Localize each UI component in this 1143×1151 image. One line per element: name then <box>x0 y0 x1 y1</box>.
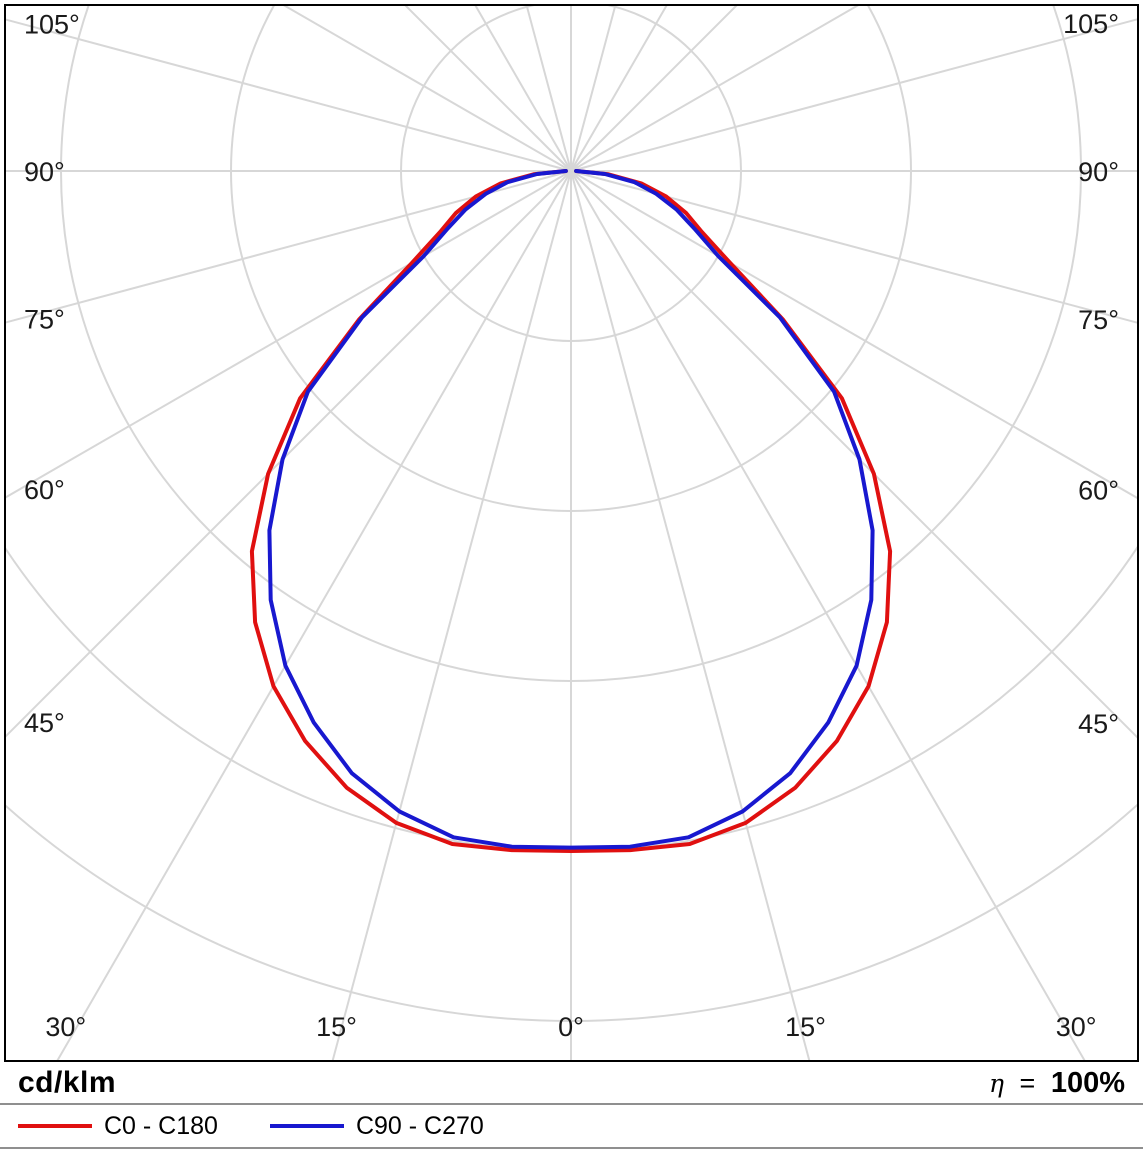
separator-line <box>0 1147 1143 1149</box>
angle-label: 90° <box>24 157 65 187</box>
angle-label: 90° <box>1078 157 1119 187</box>
grid-spoke <box>570 6 668 172</box>
angle-label: 60° <box>1078 476 1119 506</box>
footer: cd/klm η = 100% C0 - C180 C90 - C270 <box>0 1064 1143 1151</box>
legend-swatch <box>18 1124 92 1128</box>
angle-label: 75° <box>1078 305 1119 335</box>
legend-item: C0 - C180 <box>18 1112 218 1141</box>
grid-spoke <box>6 170 572 738</box>
grid-spoke <box>570 170 1137 739</box>
angle-label: 30° <box>1056 1012 1097 1042</box>
polar-chart-frame: 0° 15° 15° 30° 30° 45° 45° 60° 60° 75° 75° 90° 90° 10… <box>4 4 1139 1062</box>
grid-spoke <box>331 170 572 1060</box>
grid-spoke <box>570 6 738 172</box>
grid-spoke <box>283 6 572 172</box>
angle-label: 15° <box>785 1012 826 1042</box>
angle-label: 105° <box>1063 9 1119 39</box>
grid-spoke <box>570 170 1137 324</box>
legend-label: C0 - C180 <box>104 1111 218 1140</box>
legend-item: C90 - C270 <box>269 1111 484 1141</box>
angle-label: 45° <box>1078 709 1119 739</box>
grid-spoke <box>570 170 1086 1060</box>
angle-label: 45° <box>24 708 65 738</box>
curve-c90-c270 <box>267 169 875 850</box>
angle-label: 105° <box>24 9 80 39</box>
grid-spoke <box>570 18 1137 172</box>
angle-label: 30° <box>45 1012 86 1042</box>
legend-swatch <box>269 1124 344 1128</box>
units-label: cd/klm <box>18 1066 117 1099</box>
angle-label: 60° <box>24 475 65 505</box>
polar-chart-svg: 0° 15° 15° 30° 30° 45° 45° 60° 60° 75° 75° 90° 90° 10… <box>6 6 1137 1060</box>
footer-row: cd/klm η = 100% <box>0 1064 1143 1101</box>
grid-spoke <box>404 6 572 172</box>
grid-spoke <box>570 6 859 172</box>
legend-label: C90 - C270 <box>355 1111 484 1140</box>
grid-spoke <box>474 6 572 172</box>
grid-spoke <box>570 170 811 1060</box>
angle-label: 0° <box>558 1012 584 1042</box>
grid-spoke <box>570 170 1137 499</box>
curve-c0-c180 <box>249 169 893 853</box>
eta-symbol: η <box>989 1069 1005 1098</box>
grid-spoke <box>6 18 572 172</box>
legend: C0 - C180 C90 - C270 <box>0 1107 1143 1145</box>
angle-label: 75° <box>24 305 65 335</box>
eta-value: 100% <box>1050 1067 1125 1099</box>
grid-spoke <box>6 170 572 499</box>
efficiency-readout: η = 100% <box>989 1067 1125 1100</box>
eta-equals: = <box>1019 1068 1036 1098</box>
separator-line <box>0 1103 1143 1105</box>
grid-spoke <box>6 170 572 324</box>
angle-label: 15° <box>316 1012 357 1042</box>
grid-spoke <box>56 170 572 1060</box>
